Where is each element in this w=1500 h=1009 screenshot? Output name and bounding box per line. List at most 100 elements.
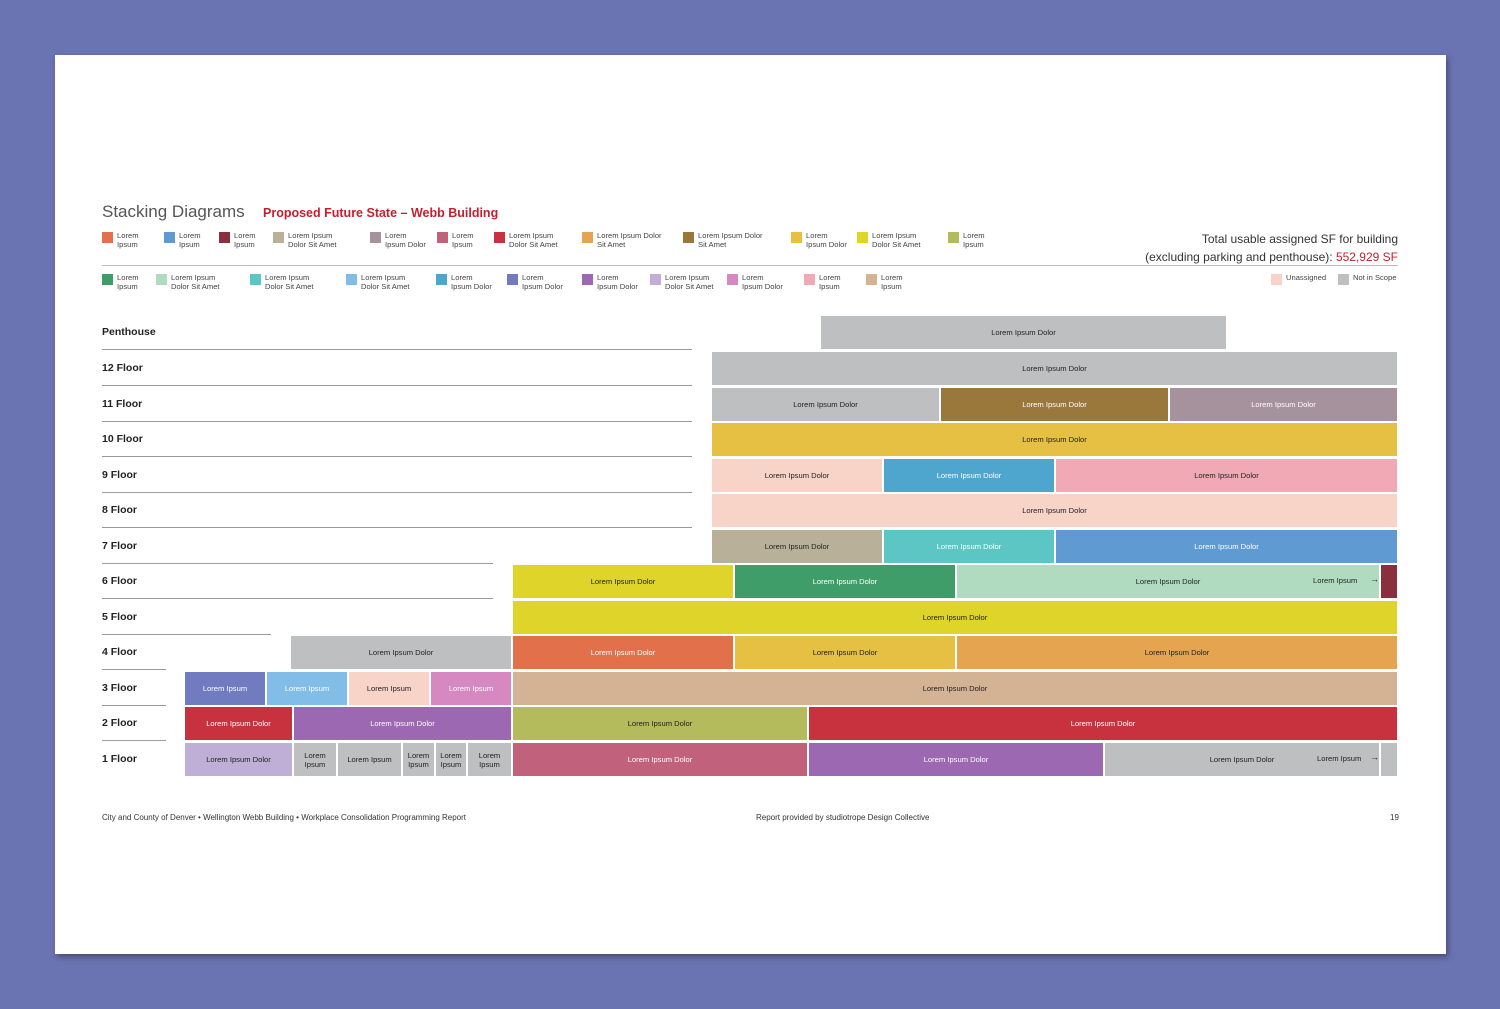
space-block: Lorem Ipsum xyxy=(467,742,512,777)
floor-label: 1 Floor xyxy=(102,753,138,765)
legend-swatch xyxy=(102,232,113,243)
total-sf: Total usable assigned SF for building (e… xyxy=(1145,230,1398,266)
space-block: Lorem Ipsum Dolor xyxy=(956,564,1380,599)
space-block: Lorem Ipsum Dolor xyxy=(711,458,883,493)
floor-label: 8 Floor xyxy=(102,504,138,516)
legend-swatch xyxy=(791,232,802,243)
floor-label: 2 Floor xyxy=(102,717,138,729)
space-block: Lorem Ipsum Dolor xyxy=(711,351,1398,386)
space-block: Lorem Ipsum Dolor xyxy=(512,671,1398,706)
legend-item: Lorem Ipsum Dolor Sit Amet xyxy=(582,231,662,249)
page-title: Stacking Diagrams xyxy=(102,202,245,221)
arrow-right-icon: → xyxy=(1370,574,1379,584)
legend-label: Lorem Ipsum Dolor Sit Amet xyxy=(509,231,558,249)
space-block: Lorem Ipsum Dolor xyxy=(293,706,512,741)
legend-item: Lorem Ipsum xyxy=(164,231,201,249)
legend-item: Lorem Ipsum Dolor xyxy=(582,273,638,291)
legend-item: Lorem Ipsum xyxy=(219,231,256,249)
floor-label: 7 Floor xyxy=(102,540,138,552)
space-block: Lorem Ipsum xyxy=(266,671,348,706)
legend-item: Lorem Ipsum xyxy=(948,231,985,249)
space-block: Lorem Ipsum Dolor xyxy=(1055,458,1398,493)
space-block: Lorem Ipsum Dolor xyxy=(1055,529,1398,564)
legend-swatch xyxy=(219,232,230,243)
floor-divider xyxy=(102,385,692,386)
total-line-1: Total usable assigned SF for building xyxy=(1201,232,1398,246)
legend-swatch xyxy=(437,232,448,243)
callout-label: Lorem Ipsum xyxy=(1313,576,1358,585)
page-subtitle: Proposed Future State – Webb Building xyxy=(263,206,499,220)
legend-item: Lorem Ipsum xyxy=(437,231,474,249)
legend-swatch xyxy=(866,274,877,285)
floor-label: 12 Floor xyxy=(102,362,143,374)
space-block: Lorem Ipsum Dolor xyxy=(711,529,883,564)
legend-swatch xyxy=(507,274,518,285)
legend-label: Lorem Ipsum Dolor Sit Amet xyxy=(698,231,763,249)
legend-label: Lorem Ipsum Dolor Sit Amet xyxy=(872,231,921,249)
space-block: Lorem Ipsum xyxy=(402,742,435,777)
space-block: Lorem Ipsum Dolor xyxy=(290,635,512,670)
legend-item: Lorem Ipsum Dolor Sit Amet xyxy=(683,231,763,249)
space-block: Lorem Ipsum Dolor xyxy=(883,458,1055,493)
legend-item: Lorem Ipsum Dolor Sit Amet xyxy=(494,231,558,249)
legend-swatch xyxy=(1271,274,1282,285)
legend-item: Lorem Ipsum Dolor Sit Amet xyxy=(346,273,410,291)
legend-label: Lorem Ipsum xyxy=(117,231,139,249)
legend-item: Lorem Ipsum Dolor xyxy=(727,273,783,291)
legend-item: Lorem Ipsum Dolor Sit Amet xyxy=(273,231,337,249)
space-block: Lorem Ipsum Dolor xyxy=(734,635,956,670)
legend-label: Lorem Ipsum Dolor xyxy=(522,273,563,291)
legend-item: Not in Scope xyxy=(1338,273,1396,285)
space-block: Lorem Ipsum Dolor xyxy=(711,493,1398,528)
floor-divider xyxy=(102,563,493,564)
legend-label: Lorem Ipsum Dolor Sit Amet xyxy=(288,231,337,249)
legend-swatch xyxy=(727,274,738,285)
legend-swatch xyxy=(857,232,868,243)
legend-item: Lorem Ipsum Dolor Sit Amet xyxy=(857,231,921,249)
legend-label: Lorem Ipsum xyxy=(117,273,139,291)
legend-swatch xyxy=(582,274,593,285)
legend-item: Lorem Ipsum xyxy=(102,231,139,249)
footer-center: Report provided by studiotrope Design Co… xyxy=(756,813,930,822)
space-block xyxy=(1380,564,1398,599)
legend-swatch xyxy=(273,232,284,243)
total-line-2: (excluding parking and penthouse): xyxy=(1145,250,1333,264)
legend-label: Lorem Ipsum Dolor Sit Amet xyxy=(361,273,410,291)
space-block: Lorem Ipsum xyxy=(184,671,266,706)
floor-label: 5 Floor xyxy=(102,611,138,623)
legend-item: Lorem Ipsum Dolor xyxy=(436,273,492,291)
legend-item: Lorem Ipsum xyxy=(804,273,841,291)
floor-divider xyxy=(102,740,166,741)
space-block: Lorem Ipsum Dolor xyxy=(1104,742,1380,777)
space-block: Lorem Ipsum Dolor xyxy=(512,706,808,741)
space-block: Lorem Ipsum Dolor xyxy=(1169,387,1398,422)
legend-swatch xyxy=(346,274,357,285)
legend-swatch xyxy=(370,232,381,243)
legend-label: Lorem Ipsum Dolor Sit Amet xyxy=(665,273,714,291)
space-block: Lorem Ipsum Dolor xyxy=(808,706,1398,741)
legend-item: Lorem Ipsum xyxy=(102,273,139,291)
space-block: Lorem Ipsum Dolor xyxy=(184,742,293,777)
space-block: Lorem Ipsum xyxy=(435,742,467,777)
legend-item: Lorem Ipsum xyxy=(866,273,903,291)
floor-label: 10 Floor xyxy=(102,433,143,445)
space-block: Lorem Ipsum Dolor xyxy=(734,564,956,599)
floor-divider xyxy=(102,456,692,457)
floor-label: 9 Floor xyxy=(102,469,138,481)
legend-label: Not in Scope xyxy=(1353,273,1397,282)
legend-item: Unassigned xyxy=(1271,273,1326,285)
floor-divider xyxy=(102,421,692,422)
legend-swatch xyxy=(948,232,959,243)
floor-divider xyxy=(102,634,271,635)
legend-label: Lorem Ipsum Dolor Sit Amet xyxy=(171,273,220,291)
space-block: Lorem Ipsum Dolor xyxy=(711,387,940,422)
space-block: Lorem Ipsum Dolor xyxy=(512,635,734,670)
legend-label: Lorem Ipsum xyxy=(819,273,841,291)
space-block xyxy=(1380,742,1398,777)
footer-left: City and County of Denver • Wellington W… xyxy=(102,813,467,822)
legend-label: Lorem Ipsum xyxy=(963,231,985,249)
space-block: Lorem Ipsum xyxy=(348,671,430,706)
space-block: Lorem Ipsum Dolor xyxy=(956,635,1398,670)
legend-label: Lorem Ipsum xyxy=(179,231,201,249)
legend-label: Lorem Ipsum Dolor xyxy=(597,273,638,291)
